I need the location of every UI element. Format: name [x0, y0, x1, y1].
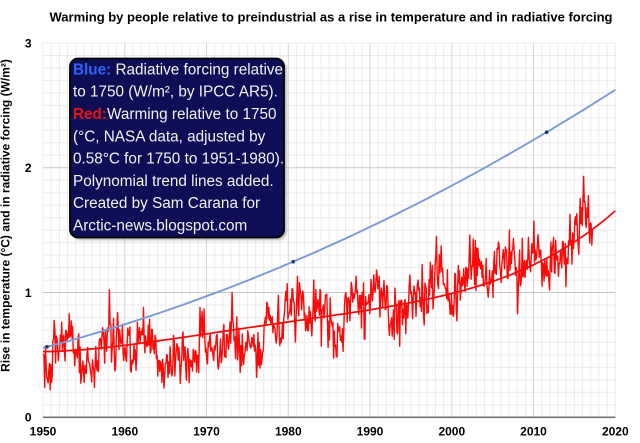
svg-text:Arctic-news.blogspot.com: Arctic-news.blogspot.com [73, 218, 247, 235]
svg-text:Polynomial trend lines added.: Polynomial trend lines added. [73, 173, 274, 190]
svg-text:2010: 2010 [520, 425, 547, 439]
svg-text:1950: 1950 [30, 425, 57, 439]
svg-text:0.58°C for 1750 to 1951-1980).: 0.58°C for 1750 to 1951-1980). [73, 151, 284, 168]
svg-text:1980: 1980 [275, 425, 302, 439]
svg-text:Rise in temperature (°C) and i: Rise in temperature (°C) and in radiativ… [0, 59, 13, 372]
svg-text:(°C, NASA data, adjusted by: (°C, NASA data, adjusted by [73, 128, 266, 145]
svg-text:2020: 2020 [602, 425, 629, 439]
svg-text:0: 0 [25, 411, 32, 425]
svg-text:Warming by people relative to: Warming by people relative to preindustr… [50, 9, 613, 24]
svg-text:2000: 2000 [438, 425, 465, 439]
svg-text:1: 1 [25, 286, 32, 300]
svg-text:1970: 1970 [193, 425, 220, 439]
svg-text:to 1750 (W/m², by IPCC AR5).: to 1750 (W/m², by IPCC AR5). [73, 84, 278, 101]
svg-text:1990: 1990 [357, 425, 384, 439]
svg-text:2: 2 [25, 161, 32, 175]
svg-text:Blue: Radiative forcing relati: Blue: Radiative forcing relative [73, 61, 283, 78]
svg-text:Created by Sam Carana for: Created by Sam Carana for [73, 195, 260, 212]
svg-text:1960: 1960 [111, 425, 138, 439]
svg-text:Red:Warming relative to 1750: Red:Warming relative to 1750 [73, 106, 276, 123]
svg-text:3: 3 [25, 36, 32, 50]
